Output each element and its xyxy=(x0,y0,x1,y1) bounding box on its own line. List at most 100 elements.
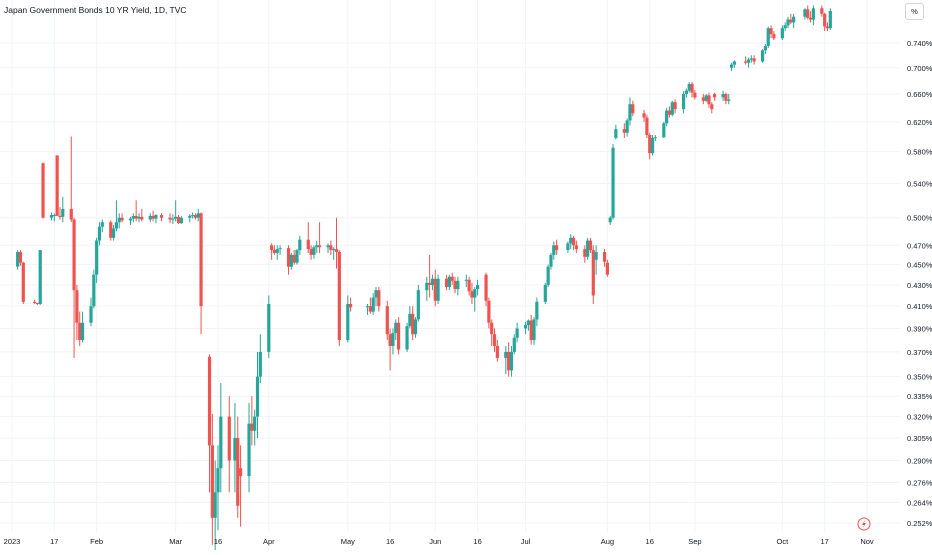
candle xyxy=(670,100,674,117)
candle xyxy=(396,317,401,355)
candle xyxy=(80,311,85,343)
candle xyxy=(21,261,25,304)
candle xyxy=(713,92,717,101)
candle xyxy=(780,25,784,41)
candle xyxy=(176,215,181,225)
candle xyxy=(289,252,293,270)
candle xyxy=(583,245,587,263)
candle xyxy=(134,200,138,222)
candle xyxy=(75,284,79,341)
candle xyxy=(120,213,124,223)
candle xyxy=(789,13,793,25)
candle xyxy=(473,287,477,312)
x-tick-label: May xyxy=(341,537,355,546)
candle xyxy=(492,328,497,352)
candle xyxy=(385,300,389,341)
candle xyxy=(405,322,409,352)
candle xyxy=(337,250,341,346)
candle xyxy=(529,314,533,345)
candle xyxy=(701,94,705,105)
candle xyxy=(602,249,607,267)
y-tick-label: 0.700% xyxy=(907,64,932,73)
candle xyxy=(608,215,612,225)
candle xyxy=(806,5,810,20)
candle xyxy=(371,293,375,315)
x-tick-label: Jul xyxy=(521,537,531,546)
candle xyxy=(444,274,449,291)
candle xyxy=(786,16,790,29)
candle xyxy=(523,321,528,335)
candle xyxy=(227,396,231,493)
candle xyxy=(247,402,251,493)
candle xyxy=(707,92,711,108)
candle xyxy=(131,213,135,223)
candle xyxy=(190,212,195,219)
candle xyxy=(428,254,432,298)
candle xyxy=(532,317,536,345)
candle xyxy=(645,114,649,138)
candle xyxy=(648,132,652,160)
y-tick-label: 0.660% xyxy=(907,90,932,99)
candle xyxy=(820,5,824,17)
candle xyxy=(526,319,530,331)
candle xyxy=(278,245,282,255)
candle xyxy=(622,123,626,138)
y-tick-label: 0.350% xyxy=(907,373,932,382)
candle xyxy=(727,94,731,105)
candle xyxy=(772,31,776,41)
y-tick-label: 0.264% xyxy=(907,498,932,507)
unit-button[interactable]: % xyxy=(905,3,924,20)
candle xyxy=(317,222,322,253)
candle xyxy=(512,334,516,355)
candle xyxy=(549,252,553,270)
candle xyxy=(555,239,559,255)
candle xyxy=(662,121,666,138)
candle xyxy=(504,345,508,375)
candle xyxy=(270,243,274,260)
candle xyxy=(507,342,511,377)
candle xyxy=(456,276,460,296)
candle xyxy=(763,44,768,54)
candle xyxy=(114,200,119,232)
candle xyxy=(394,319,398,341)
candle xyxy=(154,214,158,224)
candle xyxy=(16,250,20,270)
candle xyxy=(628,97,632,126)
y-tick-label: 0.740% xyxy=(907,39,932,48)
candle xyxy=(411,306,415,341)
x-tick-label: 16 xyxy=(386,537,394,546)
x-tick-label: Apr xyxy=(263,537,275,546)
candle xyxy=(250,396,254,446)
y-tick-label: 0.370% xyxy=(907,348,932,357)
candle xyxy=(569,234,573,250)
candle xyxy=(275,245,279,260)
candle xyxy=(140,208,144,222)
candle xyxy=(236,416,240,518)
x-tick-label: Jun xyxy=(429,537,441,546)
candle xyxy=(49,212,54,221)
candle xyxy=(179,215,183,225)
candle xyxy=(349,297,353,312)
candle xyxy=(95,237,99,283)
candle xyxy=(253,409,257,446)
candle xyxy=(258,334,262,384)
x-tick-label: Aug xyxy=(601,537,614,546)
candle xyxy=(704,94,708,103)
candle xyxy=(332,247,336,260)
candle xyxy=(41,162,45,219)
candle xyxy=(267,295,271,358)
candle xyxy=(653,134,657,141)
y-tick-label: 0.410% xyxy=(907,302,932,311)
x-tick-label: 16 xyxy=(214,537,222,546)
lightning-icon[interactable] xyxy=(857,517,871,531)
candle xyxy=(38,250,42,306)
candle xyxy=(766,26,770,48)
candle xyxy=(825,22,830,32)
candle xyxy=(535,297,539,327)
y-tick-label: 0.305% xyxy=(907,434,932,443)
candle xyxy=(219,383,223,493)
chart-title: Japan Government Bonds 10 YR Yield, 1D, … xyxy=(4,5,187,15)
candle xyxy=(78,311,82,346)
candle xyxy=(667,106,672,118)
